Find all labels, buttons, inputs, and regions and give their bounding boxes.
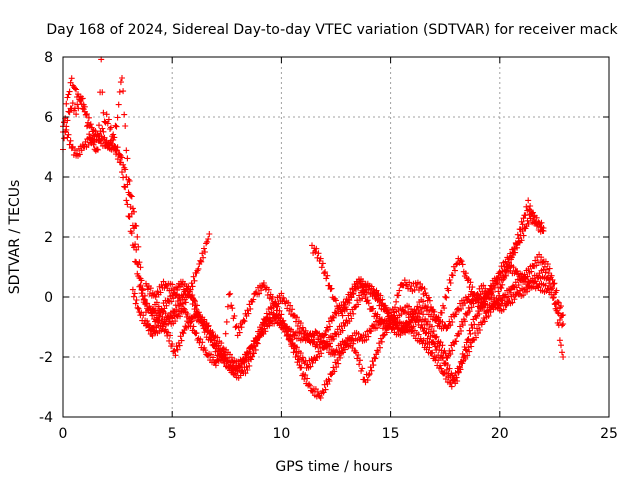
x-tick-label: 15 xyxy=(382,426,400,442)
series-track-5 xyxy=(309,242,567,332)
x-tick-label: 20 xyxy=(491,426,509,442)
data-layer xyxy=(60,56,567,401)
y-tick-label: -2 xyxy=(39,350,53,366)
y-tick-label: 6 xyxy=(44,110,53,126)
y-tick-label: 8 xyxy=(44,50,53,66)
x-tick-label: 5 xyxy=(168,426,177,442)
x-tick-label: 25 xyxy=(600,426,618,442)
x-axis-label: GPS time / hours xyxy=(275,459,392,475)
data-point-markers xyxy=(309,242,567,332)
chart-title: Day 168 of 2024, Sidereal Day-to-day VTE… xyxy=(46,22,618,38)
x-tick-label: 0 xyxy=(59,426,68,442)
y-tick-label: -4 xyxy=(39,410,53,426)
y-tick-label: 0 xyxy=(44,290,53,306)
data-point-markers xyxy=(143,266,567,371)
axis-ticks: 0 5 10 15 20 25 -4 -2 0 2 4 6 8 xyxy=(39,50,618,442)
x-tick-label: 10 xyxy=(272,426,290,442)
grid xyxy=(63,57,609,417)
series-track-6 xyxy=(143,266,567,371)
y-tick-label: 2 xyxy=(44,230,53,246)
y-tick-label: 4 xyxy=(44,170,53,186)
y-axis-label: SDTVAR / TECUs xyxy=(7,180,23,295)
